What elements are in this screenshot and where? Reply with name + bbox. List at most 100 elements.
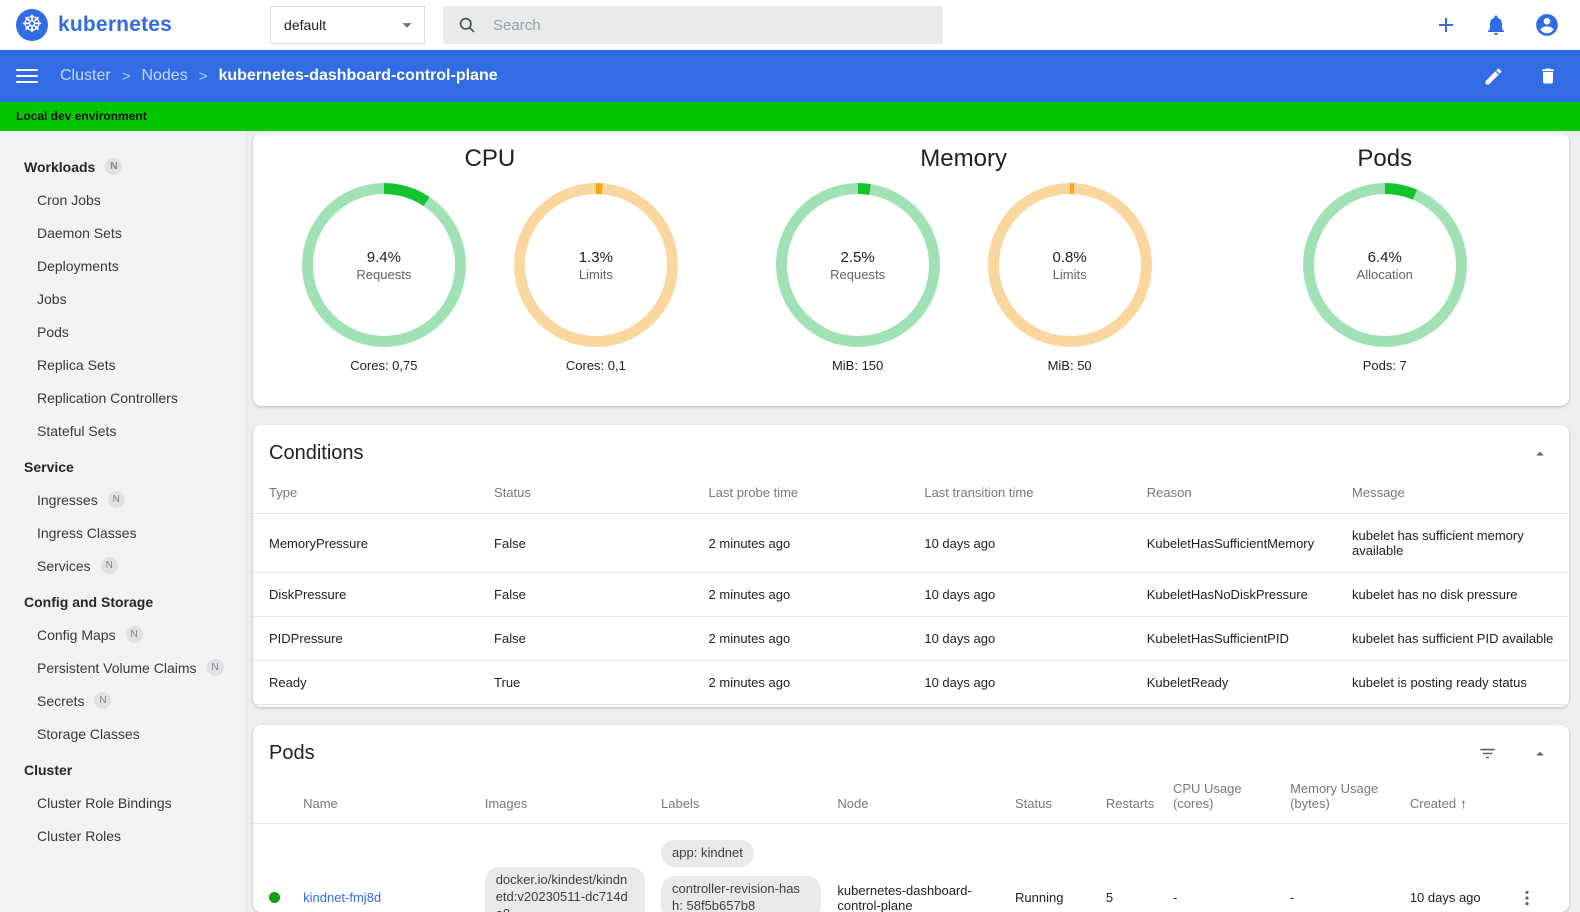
- column-header-status: Status: [494, 485, 531, 500]
- sidebar-item-ingress-classes[interactable]: Ingress Classes: [0, 516, 246, 549]
- sidebar-item-label: Ingress Classes: [37, 524, 137, 541]
- notifications-bell-icon[interactable]: [1482, 11, 1510, 39]
- column-header-name[interactable]: Name: [295, 775, 477, 824]
- column-header-status[interactable]: Status: [1007, 775, 1098, 824]
- collapse-caret-icon[interactable]: [1529, 443, 1551, 465]
- account-icon[interactable]: [1532, 10, 1562, 40]
- pods-title: Pods: [269, 742, 315, 764]
- resource-metrics-card: CPU 9.4% Requests Cores: 0,75 1.3% Limits Core…: [253, 133, 1569, 406]
- sidebar-item-ingresses[interactable]: Ingresses N: [0, 483, 246, 516]
- column-header-memory-usage-bytes[interactable]: Memory Usage (bytes): [1282, 775, 1402, 824]
- brand-title: kubernetes: [58, 13, 173, 36]
- sidebar-item-label: Config Maps: [37, 626, 116, 643]
- condition-cell: kubelet is posting ready status: [1336, 660, 1569, 705]
- column-header-labels[interactable]: Labels: [653, 775, 830, 824]
- condition-cell: 2 minutes ago: [692, 660, 909, 705]
- sidebar-item-label: Cluster Role Bindings: [37, 794, 172, 811]
- delete-trash-icon[interactable]: [1536, 64, 1560, 88]
- sidebar-item-label: Cluster Roles: [37, 827, 122, 844]
- sidebar-item-storage-classes[interactable]: Storage Classes: [0, 717, 246, 750]
- new-badge: N: [206, 659, 224, 676]
- sidebar-section-cluster[interactable]: Cluster: [0, 753, 246, 786]
- search-input[interactable]: [493, 16, 930, 34]
- edit-pencil-icon[interactable]: [1481, 64, 1506, 89]
- app-header: ☸ kubernetes default: [0, 0, 1580, 50]
- sidebar-item-persistent-volume-claims[interactable]: Persistent Volume Claims N: [0, 651, 246, 684]
- condition-row: DiskPressure False 2 minutes ago 10 days ag…: [253, 572, 1569, 617]
- pod-name-link[interactable]: kindnet-fmj8d: [303, 890, 382, 906]
- condition-cell: False: [478, 572, 693, 617]
- sidebar-section-workloads[interactable]: Workloads N: [0, 150, 246, 183]
- pod-node: kubernetes-dashboard-control-plane: [837, 882, 972, 912]
- donut-chart-memory-requests: 2.5% Requests MiB: 150: [775, 183, 941, 373]
- metrics-group-title: Memory: [920, 145, 1007, 172]
- sidebar-item-daemon-sets[interactable]: Daemon Sets: [0, 216, 246, 249]
- condition-cell: 2 minutes ago: [692, 616, 909, 661]
- pod-memory-usage: -: [1290, 890, 1295, 906]
- condition-row: Ready True 2 minutes ago 10 days ago Kubelet…: [253, 660, 1569, 705]
- donut-label: Limits: [1052, 266, 1087, 282]
- collapse-caret-icon[interactable]: [1529, 743, 1551, 765]
- donut-ring: 2.5% Requests: [775, 183, 940, 347]
- column-header-type: Type: [269, 485, 298, 500]
- donut-chart-memory-limits: 0.8% Limits MiB: 50: [987, 183, 1153, 373]
- column-header-images[interactable]: Images: [476, 775, 654, 824]
- conditions-card: Conditions Type Status Last probe time Last…: [253, 425, 1569, 707]
- sidebar-item-label: Stateful Sets: [37, 422, 117, 439]
- filter-icon[interactable]: [1476, 742, 1499, 765]
- sidebar-item-config-maps[interactable]: Config Maps N: [0, 618, 246, 651]
- sidebar-item-cron-jobs[interactable]: Cron Jobs: [0, 183, 246, 216]
- metrics-group-pods: Pods 6.4% Allocation Pods: 7: [1201, 145, 1569, 406]
- sidebar-item-pods[interactable]: Pods: [0, 315, 246, 348]
- sidebar-item-secrets[interactable]: Secrets N: [0, 684, 246, 717]
- sidebar-item-cluster-role-bindings[interactable]: Cluster Role Bindings: [0, 786, 246, 819]
- condition-row: MemoryPressure False 2 minutes ago 10 days …: [253, 513, 1569, 573]
- sidebar-section-config-and-storage[interactable]: Config and Storage: [0, 585, 246, 618]
- sidebar-item-stateful-sets[interactable]: Stateful Sets: [0, 414, 246, 447]
- sidebar-item-cluster-roles[interactable]: Cluster Roles: [0, 819, 246, 852]
- column-header-restarts[interactable]: Restarts: [1097, 775, 1165, 824]
- donut-footer-value: Cores: 0,1: [565, 358, 626, 373]
- pod-restarts: 5: [1105, 890, 1114, 906]
- column-header-message: Message: [1352, 485, 1405, 500]
- create-plus-icon[interactable]: [1432, 11, 1460, 39]
- namespace-selector[interactable]: default: [270, 6, 426, 44]
- column-header-created[interactable]: Created ↑: [1401, 775, 1508, 824]
- chevron-down-icon: [396, 14, 418, 36]
- sidebar-nav: Workloads N Cron Jobs Daemon Sets Deployment…: [0, 131, 247, 912]
- condition-cell: 2 minutes ago: [692, 513, 909, 573]
- condition-cell: MemoryPressure: [253, 513, 479, 573]
- donut-ring: 1.3% Limits: [513, 183, 678, 347]
- header-actions: [1432, 10, 1562, 40]
- sidebar-item-services[interactable]: Services N: [0, 549, 246, 582]
- pods-card: Pods Name Images Labels Node Status Restarts: [253, 725, 1569, 912]
- sidebar-item-label: Secrets: [37, 692, 85, 709]
- donut-footer-value: MiB: 150: [831, 358, 884, 373]
- metrics-group-cpu: CPU 9.4% Requests Cores: 0,75 1.3% Limits Core…: [253, 145, 727, 406]
- donut-chart-cpu-limits: 1.3% Limits Cores: 0,1: [513, 183, 679, 373]
- sidebar-item-label: Storage Classes: [37, 725, 140, 742]
- column-header-node[interactable]: Node: [829, 775, 1008, 824]
- donut-percent: 0.8%: [1052, 248, 1087, 266]
- breadcrumb-item-nodes[interactable]: Nodes: [141, 67, 188, 84]
- condition-row: PIDPressure False 2 minutes ago 10 days ago…: [253, 616, 1569, 661]
- sidebar-item-replication-controllers[interactable]: Replication Controllers: [0, 381, 246, 414]
- donut-ring: 9.4% Requests: [301, 183, 466, 347]
- breadcrumb-item-cluster[interactable]: Cluster: [60, 67, 111, 84]
- kebab-menu-icon[interactable]: [1515, 886, 1539, 910]
- donut-label: Requests: [830, 266, 886, 282]
- sidebar-item-replica-sets[interactable]: Replica Sets: [0, 348, 246, 381]
- column-header-cpu-usage-cores[interactable]: CPU Usage (cores): [1164, 775, 1283, 824]
- donut-label: Allocation: [1356, 266, 1413, 282]
- namespace-value: default: [284, 17, 327, 33]
- column-header-reason: Reason: [1146, 485, 1192, 500]
- menu-hamburger-icon[interactable]: [16, 69, 38, 83]
- sidebar-item-jobs[interactable]: Jobs: [0, 282, 246, 315]
- column-header-last-probe-time: Last probe time: [708, 485, 799, 500]
- page-toolbar: Cluster > Nodes > kubernetes-dashboard-contr…: [0, 50, 1580, 102]
- sidebar-section-service[interactable]: Service: [0, 450, 246, 483]
- sidebar-item-deployments[interactable]: Deployments: [0, 249, 246, 282]
- new-badge: N: [94, 692, 112, 709]
- sidebar-item-label: Daemon Sets: [37, 224, 122, 241]
- sidebar-item-label: Replication Controllers: [37, 389, 178, 406]
